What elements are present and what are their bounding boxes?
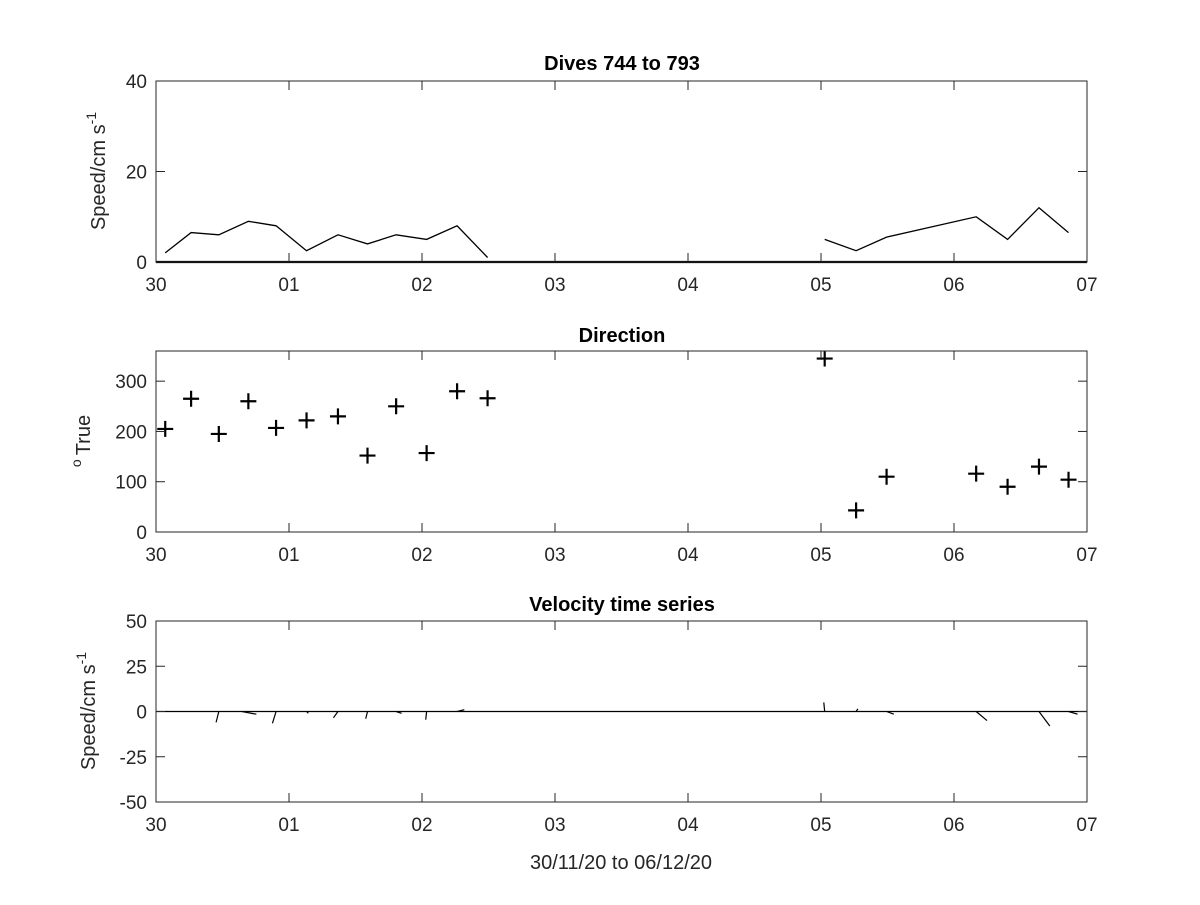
direction-point xyxy=(183,390,200,407)
velocity-y-axis-label: Speed/cm s-1 xyxy=(73,652,100,770)
x-tick-label: 04 xyxy=(677,815,699,836)
y-tick-label: 25 xyxy=(126,657,147,678)
x-tick-label: 07 xyxy=(1076,815,1097,836)
x-tick-label: 01 xyxy=(278,545,299,566)
direction-point xyxy=(848,502,865,519)
direction-point xyxy=(268,419,285,436)
y-tick-label: 40 xyxy=(126,72,147,93)
direction-point xyxy=(298,412,315,429)
direction-point xyxy=(240,393,257,410)
x-tick-label: 03 xyxy=(544,275,565,296)
direction-point xyxy=(968,465,985,482)
x-tick-label: 05 xyxy=(810,545,831,566)
velocity-stick xyxy=(395,710,402,714)
x-tick-label: 07 xyxy=(1076,545,1097,566)
direction-y-ticks: 0 100 200 300 xyxy=(115,372,1087,544)
direction-axes-box xyxy=(155,350,1088,533)
velocity-stick xyxy=(975,711,988,722)
direction-panel: Direction 0 100 200 300 30 01 02 03 04 05 06 07 oT… xyxy=(68,325,1098,566)
velocity-stick xyxy=(332,711,339,719)
direction-y-axis-label: oTrue xyxy=(68,415,95,467)
direction-point xyxy=(359,447,376,464)
y-tick-label: 0 xyxy=(136,523,147,544)
velocity-x-ticks: 30 01 02 03 04 05 06 07 xyxy=(145,621,1098,836)
direction-point xyxy=(1030,458,1047,475)
x-tick-label: 03 xyxy=(544,545,565,566)
velocity-stick xyxy=(425,711,428,720)
x-tick-label: 30 xyxy=(145,545,166,566)
x-tick-label: 01 xyxy=(278,275,299,296)
x-tick-label: 05 xyxy=(810,275,831,296)
velocity-panel-title: Velocity time series xyxy=(529,594,715,616)
velocity-stick xyxy=(1038,711,1051,727)
y-tick-label: -50 xyxy=(120,793,147,814)
x-tick-label: 05 xyxy=(810,815,831,836)
x-tick-label: 02 xyxy=(411,275,432,296)
speed-y-axis-label: Speed/cm s-1 xyxy=(83,112,110,230)
x-axis-label: 30/11/20 to 06/12/20 xyxy=(530,852,712,874)
speed-line-segment-2 xyxy=(824,206,1069,252)
direction-point xyxy=(1060,471,1077,488)
velocity-stick xyxy=(886,710,895,715)
direction-point xyxy=(999,478,1016,495)
x-tick-label: 06 xyxy=(943,815,964,836)
x-tick-label: 02 xyxy=(411,815,432,836)
direction-x-ticks: 30 01 02 03 04 05 06 07 xyxy=(145,351,1098,566)
velocity-stick xyxy=(241,710,257,715)
direction-point xyxy=(388,398,405,415)
direction-point xyxy=(816,350,833,367)
direction-point xyxy=(479,390,496,407)
y-tick-label: 100 xyxy=(115,473,147,494)
velocity-stick xyxy=(855,708,859,712)
direction-point xyxy=(157,420,174,437)
direction-point xyxy=(210,425,227,442)
y-tick-label: 0 xyxy=(136,253,147,274)
speed-y-ticks: 0 20 40 xyxy=(126,72,1087,274)
velocity-stick xyxy=(823,702,826,712)
velocity-stick xyxy=(456,709,465,713)
x-tick-label: 06 xyxy=(943,545,964,566)
y-tick-label: -25 xyxy=(120,748,147,769)
velocity-y-ticks: -50 -25 0 25 50 xyxy=(120,612,1087,814)
velocity-stick xyxy=(306,711,309,714)
direction-series xyxy=(157,350,1077,519)
y-tick-label: 300 xyxy=(115,372,147,393)
x-tick-label: 01 xyxy=(278,815,299,836)
x-tick-label: 04 xyxy=(677,545,699,566)
speed-x-ticks: 30 01 02 03 04 05 06 07 xyxy=(145,81,1098,296)
y-tick-label: 50 xyxy=(126,612,147,633)
direction-panel-title: Direction xyxy=(579,325,666,347)
x-tick-label: 03 xyxy=(544,815,565,836)
x-tick-label: 02 xyxy=(411,545,432,566)
x-tick-label: 04 xyxy=(677,275,699,296)
x-tick-label: 30 xyxy=(145,815,166,836)
velocity-sticks xyxy=(156,702,1087,727)
x-tick-label: 07 xyxy=(1076,275,1097,296)
velocity-stick xyxy=(365,711,369,719)
direction-point xyxy=(449,383,466,400)
velocity-stick xyxy=(215,711,220,723)
x-tick-label: 06 xyxy=(943,275,964,296)
velocity-stick xyxy=(271,711,277,724)
direction-point xyxy=(418,445,435,462)
direction-point xyxy=(329,408,346,425)
y-tick-label: 0 xyxy=(136,703,147,724)
velocity-panel: Velocity time series -50 -25 0 25 50 30 01 02 0… xyxy=(73,594,1098,874)
velocity-stick xyxy=(1068,710,1078,715)
y-tick-label: 200 xyxy=(115,422,147,443)
x-tick-label: 30 xyxy=(145,275,166,296)
speed-panel-title: Dives 744 to 793 xyxy=(544,53,700,75)
direction-point xyxy=(878,468,895,485)
speed-line-segment-1 xyxy=(164,220,489,258)
y-tick-label: 20 xyxy=(126,163,147,184)
